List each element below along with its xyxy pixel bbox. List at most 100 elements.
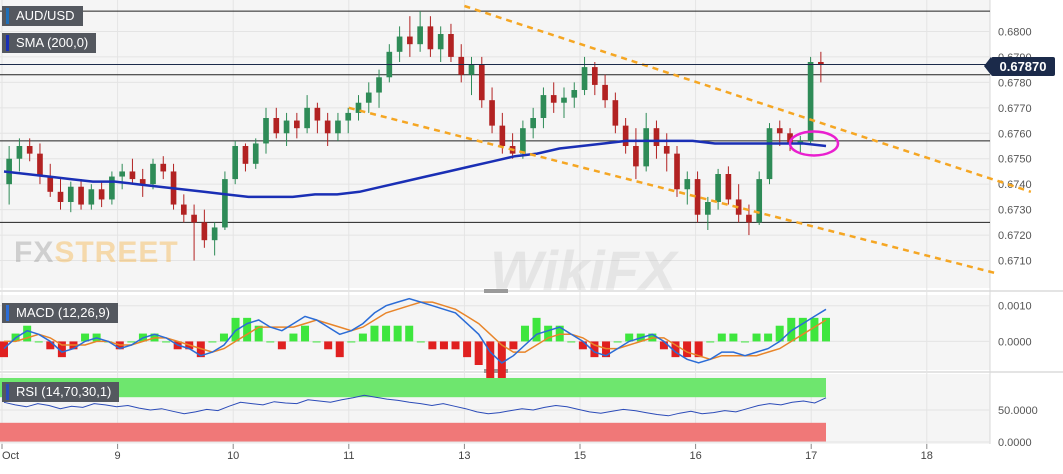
candle-body <box>663 146 670 154</box>
price-tick-label: 0.6800 <box>998 26 1032 38</box>
candle-body <box>407 36 413 45</box>
rsi-overbought-zone <box>0 378 826 398</box>
x-tick-label: Oct <box>2 450 19 462</box>
macd-histogram-bar <box>740 341 749 343</box>
x-tick-label: 17 <box>805 450 817 462</box>
candle-body <box>273 118 280 134</box>
macd-histogram-bar <box>289 333 298 342</box>
candle-body <box>78 186 84 205</box>
macd-histogram-bar <box>219 333 228 342</box>
macd-histogram-bar <box>451 341 460 350</box>
candle-body <box>612 100 619 126</box>
candle-body <box>304 107 310 129</box>
candle-body <box>478 64 485 101</box>
candle-body <box>787 133 793 144</box>
pane-resize-handle <box>484 369 508 373</box>
macd-histogram-bar <box>729 333 738 342</box>
candle-body <box>684 179 691 190</box>
candle-body <box>109 176 115 200</box>
macd-signal-line <box>4 301 827 361</box>
macd-histogram-bar <box>787 317 796 342</box>
candle-body <box>314 107 321 121</box>
candle-body <box>232 146 239 180</box>
macd-histogram-bar <box>301 325 310 342</box>
candle-body <box>520 128 526 154</box>
candle-body <box>705 202 711 215</box>
candle-body <box>283 120 290 134</box>
macd-histogram-bar <box>335 341 344 358</box>
x-tick-label: 16 <box>689 450 701 462</box>
candle-body <box>211 227 218 241</box>
macd-label-text: MACD (12,26,9) <box>16 305 110 320</box>
candle-body <box>242 146 249 164</box>
sma-200-line <box>3 139 827 199</box>
macd-histogram-bar <box>34 341 43 343</box>
sma-label[interactable]: SMA (200,0) <box>2 33 97 53</box>
x-tick-label: 10 <box>227 450 239 462</box>
symbol-label[interactable]: AUD/USD <box>2 6 83 26</box>
rsi-label[interactable]: RSI (14,70,30,1) <box>2 382 120 402</box>
candle-body <box>355 102 362 113</box>
candle-body <box>88 189 95 205</box>
candle-body <box>746 214 752 223</box>
candle-body <box>26 146 33 154</box>
macd-histogram-bar <box>625 333 634 342</box>
macd-histogram-bar <box>428 341 437 350</box>
candle-body <box>561 97 567 103</box>
macd-histogram-bar <box>382 325 391 342</box>
macd-histogram-bar <box>752 333 761 342</box>
macd-histogram-bar <box>405 325 414 342</box>
rsi-tick-label: 50.0000 <box>998 405 1038 417</box>
macd-histogram-bar <box>23 325 32 342</box>
candle-body <box>540 95 547 118</box>
candle-body <box>807 62 814 141</box>
candle-body <box>376 77 382 93</box>
candle-body <box>715 174 721 202</box>
candle-body <box>263 118 269 144</box>
macd-line <box>3 297 827 364</box>
macd-histogram-bar <box>567 341 576 343</box>
candle-body <box>67 186 74 202</box>
x-tick-label: 9 <box>115 450 121 462</box>
candle-body <box>448 34 454 57</box>
macd-histogram-bar <box>439 341 448 350</box>
macd-histogram-bar <box>775 325 784 342</box>
candle-body <box>427 26 434 50</box>
macd-tick-label: 0.0000 <box>998 336 1032 348</box>
macd-histogram-bar <box>358 333 367 342</box>
candle-body <box>458 56 465 75</box>
macd-pane-bg <box>0 295 990 370</box>
candle-body <box>622 125 629 146</box>
macd-histogram-bar <box>208 341 217 343</box>
candle-body <box>345 112 352 121</box>
price-pane-bg <box>0 0 990 288</box>
macd-histogram-bar <box>717 333 726 342</box>
candle-body <box>489 100 495 126</box>
macd-histogram-bar <box>393 325 402 342</box>
macd-histogram-bar <box>590 341 599 358</box>
candle-body <box>643 128 650 167</box>
macd-label[interactable]: MACD (12,26,9) <box>2 303 118 323</box>
candle-body <box>602 84 608 101</box>
macd-histogram-bar <box>578 341 587 350</box>
price-tick-label: 0.6730 <box>998 205 1032 217</box>
candle-body <box>776 128 783 134</box>
price-tick-label: 0.6770 <box>998 103 1032 115</box>
pane-resize-handle <box>484 289 508 293</box>
macd-histogram-bar <box>243 317 252 342</box>
macd-histogram-bar <box>277 341 286 350</box>
macd-histogram-bar <box>416 341 425 343</box>
macd-histogram-bar <box>127 341 136 343</box>
candle-body <box>252 143 259 164</box>
candle-body <box>191 214 197 223</box>
price-tick-label: 0.6740 <box>998 179 1032 191</box>
candle-body <box>335 120 341 134</box>
channel-lower-line <box>348 106 997 275</box>
candle-body <box>653 128 660 146</box>
macd-histogram-bar <box>706 341 715 343</box>
macd-histogram-bar <box>497 341 506 381</box>
price-tick-label: 0.6760 <box>998 128 1032 140</box>
candle-body <box>129 171 136 180</box>
